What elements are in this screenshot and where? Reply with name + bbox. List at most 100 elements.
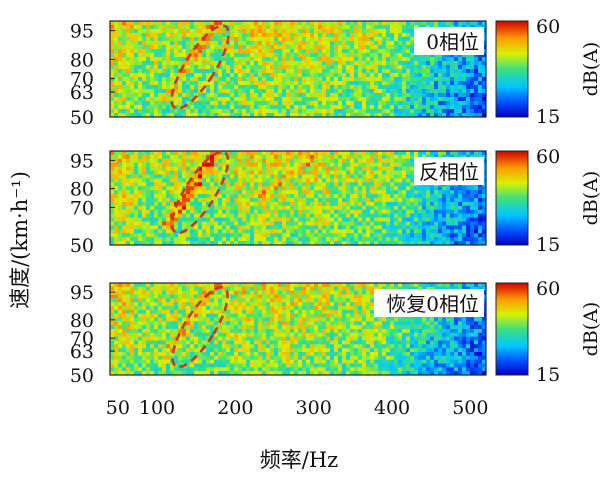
heatmap-cell	[190, 45, 195, 50]
heatmap-cell	[330, 174, 335, 179]
heatmap-cell	[434, 73, 439, 78]
heatmap-cell	[114, 286, 119, 291]
heatmap-cell	[270, 37, 275, 42]
heatmap-cell	[318, 29, 323, 34]
heatmap-cell	[142, 162, 147, 167]
heatmap-cell	[410, 45, 415, 50]
heatmap-cell	[458, 93, 463, 98]
heatmap-cell	[298, 154, 303, 160]
heatmap-cell	[266, 225, 271, 230]
heatmap-cell	[178, 178, 183, 183]
heatmap-cell	[358, 93, 363, 98]
heatmap-cell	[126, 105, 131, 110]
heatmap-cell	[298, 162, 303, 167]
heatmap-cell	[126, 109, 131, 114]
heatmap-cell	[134, 21, 139, 26]
heatmap-cell	[262, 89, 267, 94]
heatmap-cell	[318, 25, 323, 30]
heatmap-cell	[410, 109, 415, 114]
heatmap-cell	[142, 49, 147, 54]
heatmap-cell	[398, 49, 403, 54]
heatmap-cell	[382, 45, 387, 50]
heatmap-cell	[334, 101, 339, 106]
heatmap-cell	[286, 225, 291, 230]
heatmap-cell	[190, 154, 195, 160]
heatmap-cell	[166, 229, 171, 234]
heatmap-cell	[110, 69, 115, 74]
heatmap-cell	[454, 205, 459, 211]
heatmap-cell	[134, 33, 139, 38]
heatmap-cell	[134, 77, 139, 82]
heatmap-cell	[182, 283, 187, 288]
heatmap-cell	[478, 69, 483, 74]
heatmap-cell	[390, 217, 395, 222]
heatmap-cell	[254, 166, 259, 171]
heatmap-cell	[390, 205, 395, 211]
heatmap-cell	[282, 49, 287, 54]
heatmap-cell	[466, 105, 471, 110]
heatmap-cell	[134, 113, 139, 118]
heatmap-cell	[398, 154, 403, 160]
heatmap-cell	[270, 113, 275, 118]
heatmap-cell	[130, 57, 135, 62]
heatmap-cell	[174, 229, 179, 234]
heatmap-cell	[350, 237, 355, 242]
heatmap-cell	[150, 290, 155, 295]
heatmap-cell	[254, 69, 259, 74]
heatmap-cell	[218, 290, 223, 295]
heatmap-cell	[330, 194, 335, 199]
heatmap-cell	[262, 21, 267, 26]
heatmap-cell	[214, 233, 219, 238]
heatmap-cell	[242, 233, 247, 238]
heatmap-cell	[242, 241, 247, 246]
heatmap-cell	[378, 73, 383, 78]
heatmap-cell	[294, 69, 299, 74]
heatmap-cell	[226, 69, 231, 74]
heatmap-cell	[150, 33, 155, 38]
y-tick-label: 80	[70, 179, 94, 201]
heatmap-cell	[446, 61, 451, 66]
heatmap-cell	[430, 213, 435, 218]
heatmap-cell	[330, 151, 335, 156]
heatmap-cell	[162, 105, 167, 110]
heatmap-cell	[222, 101, 227, 106]
heatmap-cell	[310, 61, 315, 66]
heatmap-cell	[358, 233, 363, 238]
heatmap-cell	[182, 294, 187, 299]
heatmap-cell	[294, 237, 299, 242]
heatmap-cell	[162, 241, 167, 246]
heatmap-cell	[290, 205, 295, 211]
heatmap-cell	[158, 166, 163, 171]
heatmap-cell	[166, 162, 171, 167]
heatmap-cell	[358, 53, 363, 58]
heatmap-cell	[426, 73, 431, 78]
heatmap-cell	[310, 290, 315, 295]
heatmap-cell	[154, 233, 159, 238]
heatmap-cell	[450, 93, 455, 98]
heatmap-cell	[350, 93, 355, 98]
heatmap-cell	[358, 89, 363, 94]
heatmap-cell	[322, 25, 327, 30]
heatmap-cell	[402, 182, 407, 187]
phase-tag: 反相位	[419, 160, 479, 184]
heatmap-cell	[142, 41, 147, 46]
heatmap-cell	[322, 49, 327, 54]
heatmap-cell	[258, 225, 263, 230]
heatmap-cell	[394, 190, 399, 195]
heatmap-cell	[406, 49, 411, 54]
heatmap-cell	[142, 53, 147, 58]
heatmap-cell	[390, 182, 395, 187]
heatmap-cell	[290, 221, 295, 226]
heatmap-cell	[302, 49, 307, 54]
heatmap-cell	[210, 21, 215, 26]
heatmap-cell	[358, 213, 363, 218]
heatmap-cell	[126, 41, 131, 46]
heatmap-cell	[370, 109, 375, 114]
heatmap-cell	[266, 29, 271, 34]
heatmap-cell	[466, 233, 471, 238]
heatmap-cell	[350, 49, 355, 54]
heatmap-cell	[154, 25, 159, 30]
heatmap-cell	[406, 77, 411, 82]
heatmap-cell	[358, 225, 363, 230]
heatmap-cell	[258, 283, 263, 288]
